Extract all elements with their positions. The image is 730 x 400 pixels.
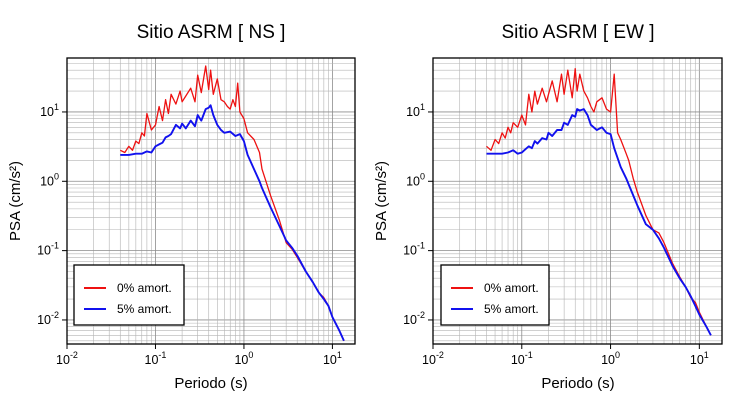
axis-ticks: 10-2 10-1 100 101 10-2 10-1 100 101	[37, 102, 342, 367]
x-tick-label: 101	[323, 350, 342, 367]
legend-box	[73, 264, 185, 326]
axis-ticks: 10-2 10-1 100 101 10-2 10-1 100 101	[403, 102, 709, 367]
x-tick-label: 10-1	[145, 350, 167, 367]
legend-box	[440, 264, 550, 326]
chart-ns: Sitio ASRM [ NS ] 10-2 10-1 100 101 10-2 10-1…	[7, 22, 356, 392]
chart-ew: Sitio ASRM [ EW ] 10-2 10-1 100 101 10-2 10-1…	[373, 22, 723, 392]
series-line-amort-0	[486, 68, 712, 336]
series-layer	[486, 68, 712, 336]
legend: 0% amort. 5% amort.	[73, 264, 185, 326]
legend-label-0: 0% amort.	[117, 281, 172, 295]
y-tick-label: 10-2	[403, 310, 425, 327]
x-tick-label: 100	[234, 350, 253, 367]
x-tick-label: 101	[690, 350, 709, 367]
y-tick-label: 100	[406, 171, 425, 188]
y-tick-label: 10-1	[403, 241, 425, 258]
x-tick-label: 10-2	[56, 350, 78, 367]
plot-frame	[432, 57, 723, 345]
y-tick-label: 10-2	[37, 310, 59, 327]
legend-label-1: 5% amort.	[484, 302, 539, 316]
series-line-amort-5	[120, 104, 345, 342]
x-axis-label: Periodo (s)	[174, 375, 247, 392]
plot-frame	[66, 57, 356, 345]
legend-label-1: 5% amort.	[117, 302, 172, 316]
legend: 0% amort. 5% amort.	[440, 264, 550, 326]
chart-title: Sitio ASRM [ NS ]	[137, 22, 286, 43]
y-axis-label: PSA (cm/s²)	[7, 161, 24, 241]
x-tick-label: 10-2	[422, 350, 444, 367]
chart-title: Sitio ASRM [ EW ]	[501, 22, 654, 43]
y-tick-label: 101	[406, 102, 425, 119]
series-layer	[120, 65, 345, 342]
y-tick-label: 10-1	[37, 241, 59, 258]
x-axis-label: Periodo (s)	[541, 375, 614, 392]
x-tick-label: 10-1	[511, 350, 533, 367]
y-tick-label: 101	[40, 102, 59, 119]
legend-label-0: 0% amort.	[484, 281, 539, 295]
series-line-amort-5	[486, 108, 712, 336]
x-tick-label: 100	[601, 350, 620, 367]
y-tick-label: 100	[40, 171, 59, 188]
y-axis-label: PSA (cm/s²)	[373, 161, 390, 241]
